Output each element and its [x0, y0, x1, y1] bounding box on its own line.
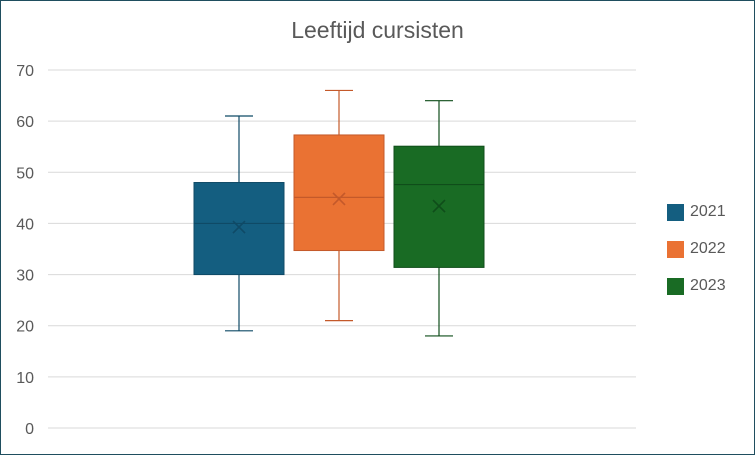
y-tick-label: 60	[16, 114, 34, 131]
y-tick-label: 30	[16, 268, 34, 285]
legend-item: 2021	[667, 203, 726, 221]
box-2021	[193, 182, 285, 276]
y-tick-label: 40	[16, 216, 34, 233]
legend-label: 2023	[690, 277, 726, 294]
mean-marker	[432, 199, 446, 213]
legend-label: 2021	[690, 203, 726, 220]
y-tick-label: 70	[16, 63, 34, 80]
chart-title: Leeftijd cursisten	[291, 17, 464, 43]
box-2022	[293, 134, 385, 252]
legend-item: 2022	[667, 240, 726, 258]
legend-swatch	[667, 277, 684, 295]
legend-swatch	[667, 240, 684, 258]
y-tick-label: 10	[16, 370, 34, 387]
mean-marker	[332, 192, 346, 206]
y-tick-label: 50	[16, 165, 34, 182]
y-tick-label: 0	[25, 421, 34, 438]
legend-item: 2023	[667, 277, 726, 295]
mean-marker	[232, 220, 246, 234]
legend-swatch	[667, 203, 684, 221]
y-tick-label: 20	[16, 319, 34, 336]
legend-label: 2022	[690, 240, 726, 257]
